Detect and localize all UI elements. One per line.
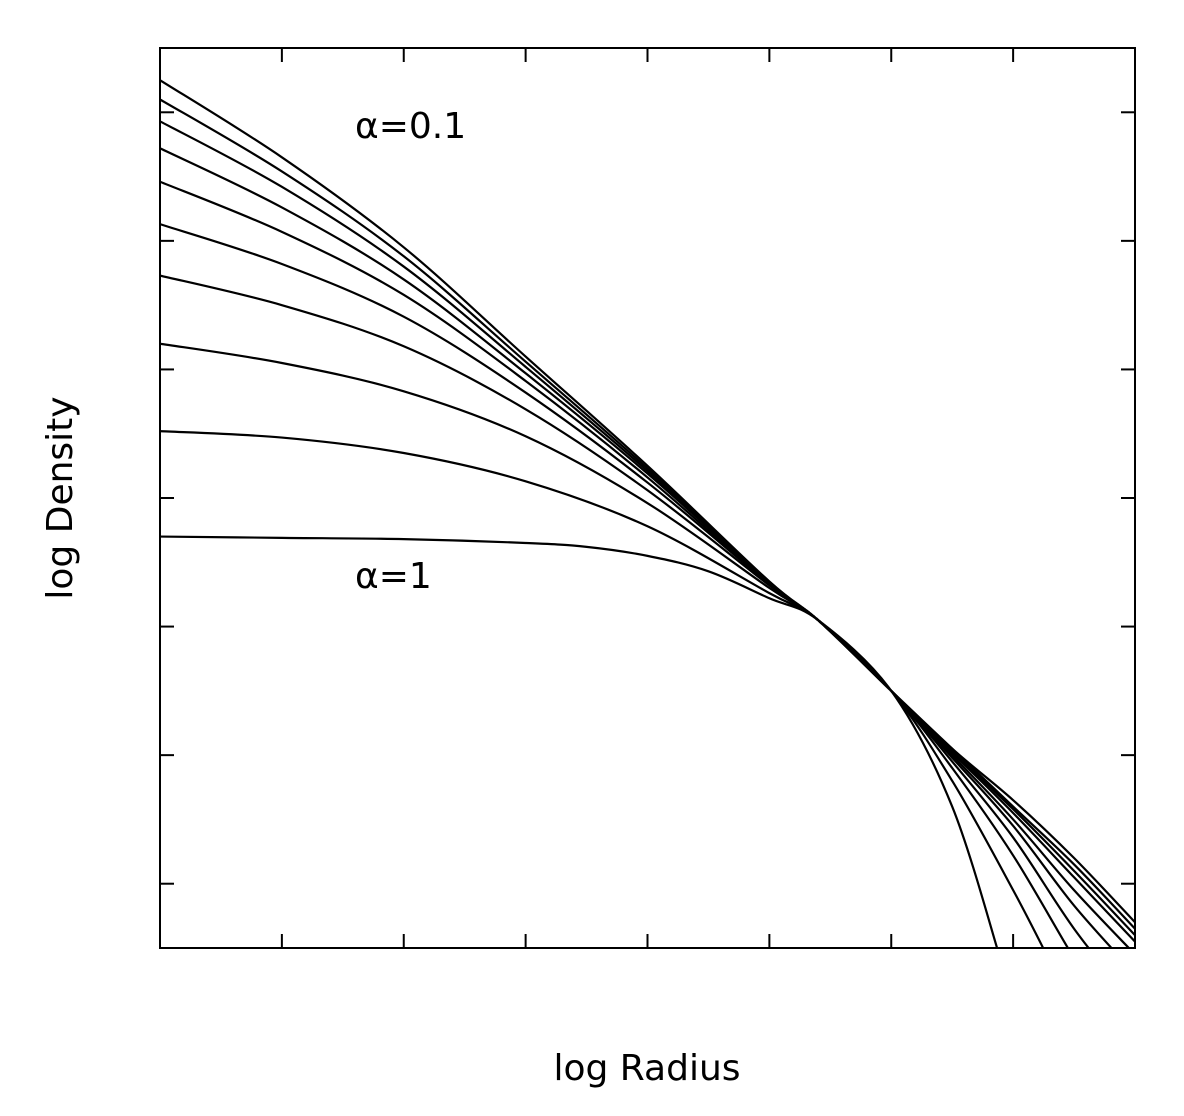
y-axis-label: log Density bbox=[40, 396, 81, 599]
axis-ticks bbox=[160, 48, 1135, 948]
density-curve-4 bbox=[160, 180, 1131, 948]
density-curve-3 bbox=[160, 147, 1135, 943]
annotations: α=0.1 α=1 bbox=[355, 106, 466, 597]
density-curve-7 bbox=[160, 342, 1070, 948]
annotation-0: α=0.1 bbox=[355, 106, 466, 147]
plot-frame bbox=[159, 47, 1136, 949]
density-curves bbox=[160, 79, 1135, 948]
density-curve-9 bbox=[160, 535, 999, 948]
x-axis-label: log Radius bbox=[553, 1048, 740, 1089]
density-curve-0 bbox=[160, 79, 1135, 924]
density-curve-6 bbox=[160, 274, 1090, 948]
annotation-1: α=1 bbox=[355, 556, 432, 597]
density-curve-5 bbox=[160, 223, 1113, 948]
density-curve-8 bbox=[160, 430, 1045, 948]
